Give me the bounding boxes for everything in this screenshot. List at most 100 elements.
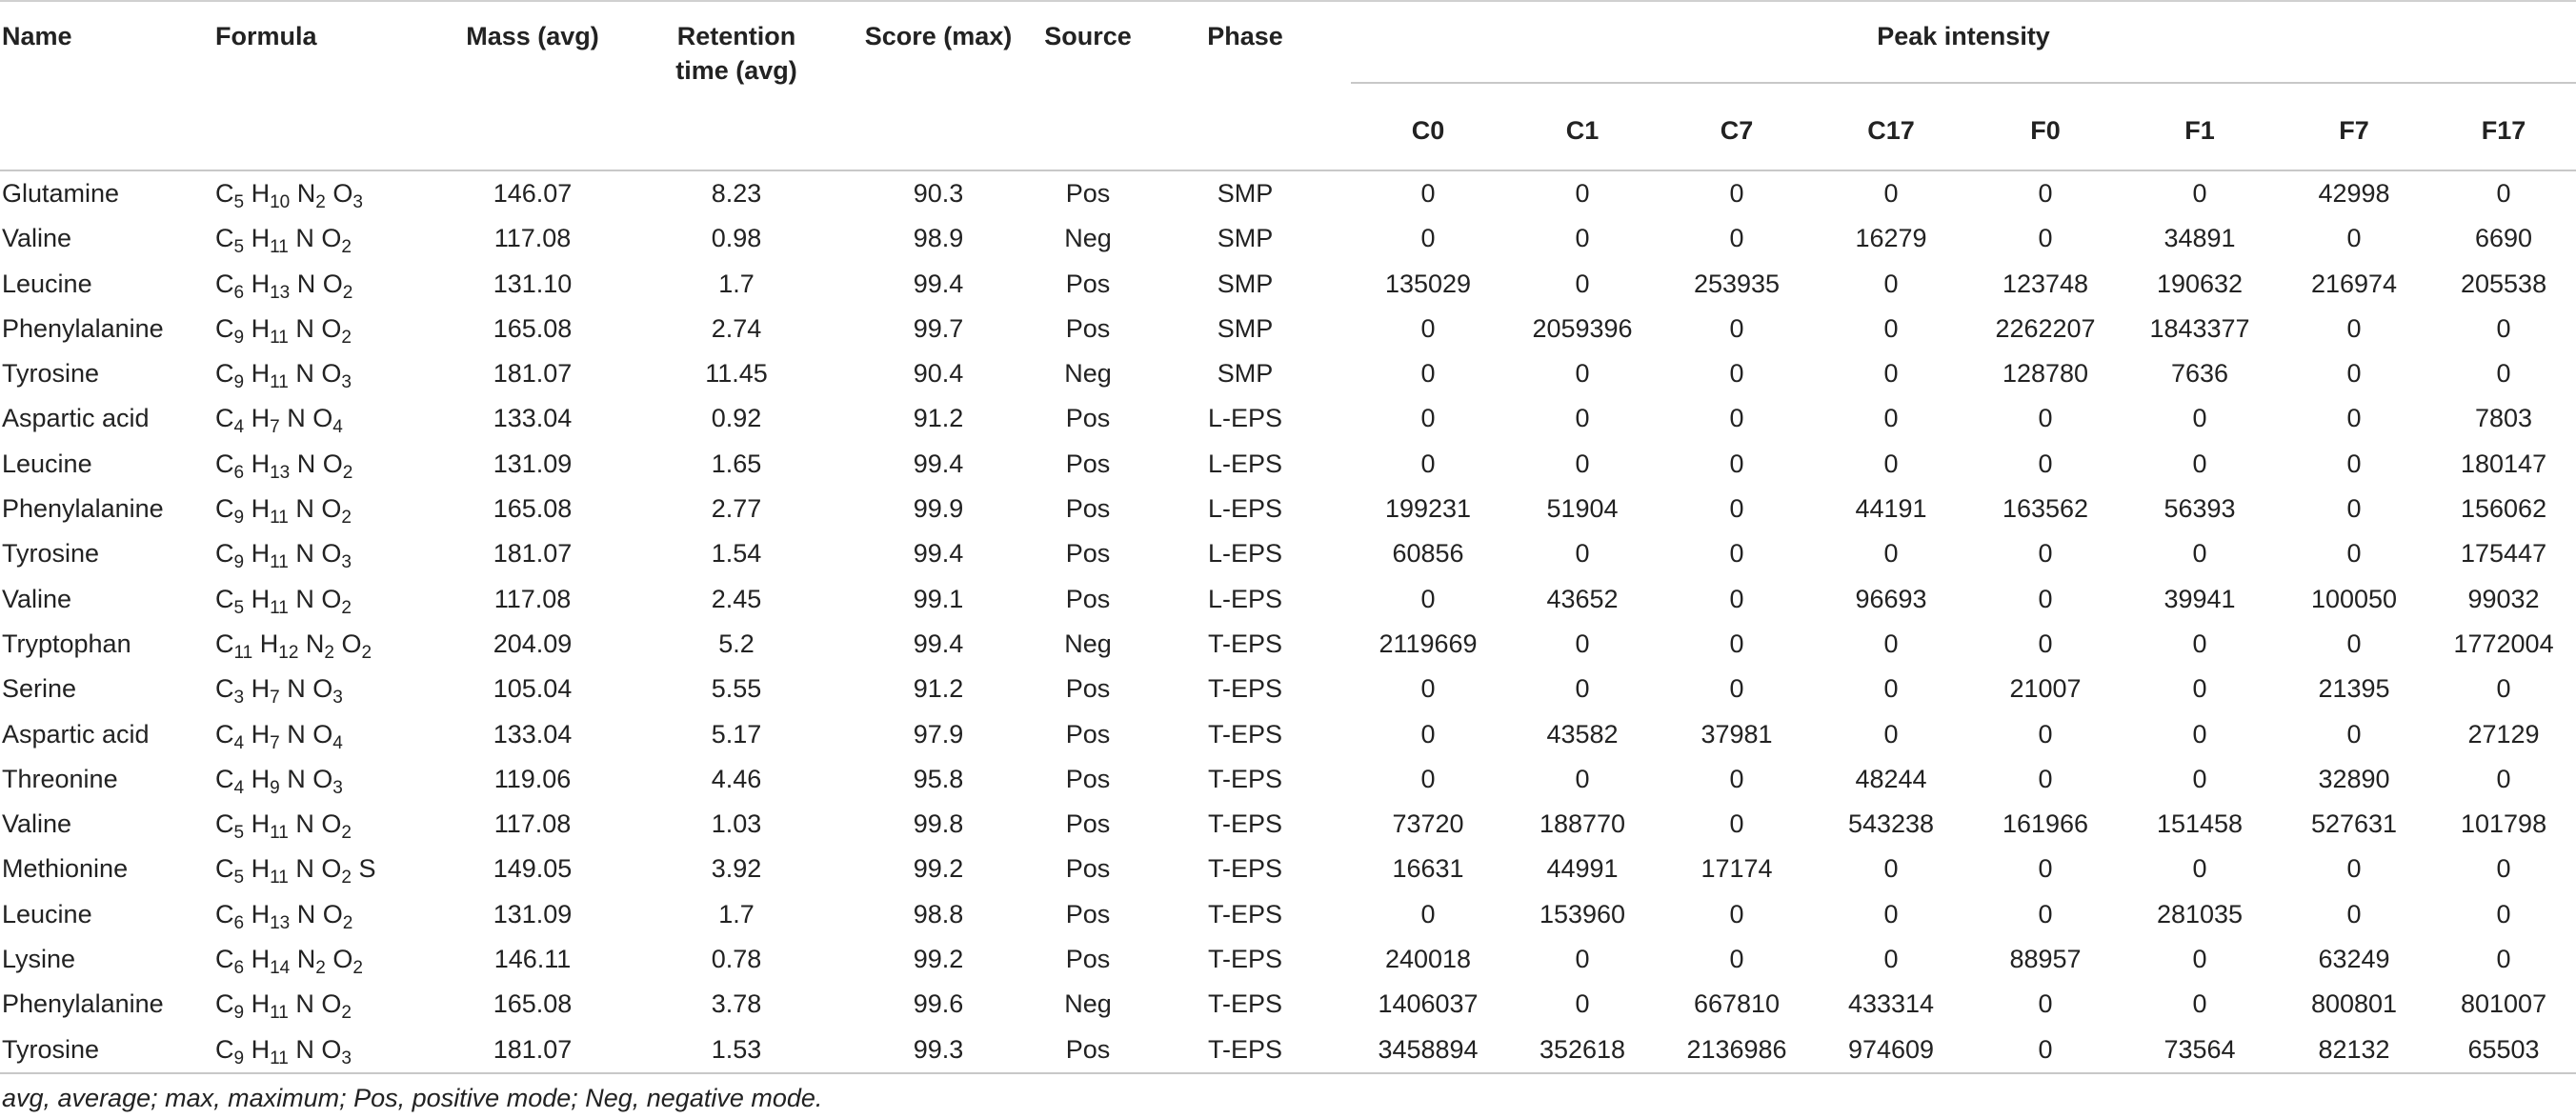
cell-peak-c1: 0 <box>1575 764 1590 793</box>
formula-element: H <box>251 854 271 884</box>
cell-peak-f0: 0 <box>2038 539 2053 569</box>
cell-peak-c0: 0 <box>1420 224 1436 253</box>
cell-name: Valine <box>2 224 72 253</box>
header-sample-c0: C0 <box>1351 82 1505 172</box>
cell-mass: 146.11 <box>493 945 572 974</box>
cell-peak-c7: 0 <box>1729 629 1744 658</box>
formula-subscript: 13 <box>270 462 291 483</box>
cell-mass: 165.08 <box>493 313 573 343</box>
formula-subscript: 6 <box>233 462 245 483</box>
cell-phase: SMP <box>1217 224 1274 253</box>
cell-peak-c1: 0 <box>1575 629 1590 658</box>
cell-peak-c0: 0 <box>1420 764 1436 793</box>
header-source: Source <box>1036 1 1139 171</box>
cell-source: Pos <box>1065 313 1111 343</box>
cell-mass: 117.08 <box>493 584 572 613</box>
cell-score: 99.2 <box>913 945 964 974</box>
formula-element: H <box>251 809 271 839</box>
formula-element: O <box>332 945 353 974</box>
cell-source: Pos <box>1065 764 1111 793</box>
table-row: Serine C3 H7 N O3 105.04 5.55 91.2 Pos T-EPS 0 0… <box>0 667 2576 711</box>
cell-peak-c1: 43652 <box>1546 584 1619 613</box>
cell-formula: C5 H11 N O2 S <box>215 847 433 891</box>
formula-subscript: 9 <box>233 1048 245 1068</box>
formula-subscript: 11 <box>270 597 289 618</box>
cell-phase: T-EPS <box>1139 1027 1351 1074</box>
cell-peak-f0: 0 <box>2038 404 2053 433</box>
cell-peak-c7: 0 <box>1729 404 1744 433</box>
formula-subscript: 11 <box>270 1003 289 1024</box>
cell-retention-time: 3.78 <box>711 989 762 1019</box>
cell-retention-time: 2.45 <box>711 584 762 613</box>
cell-peak-f1: 0 <box>2192 989 2207 1019</box>
formula-element: N <box>287 674 306 704</box>
formula-subscript: 11 <box>270 552 289 573</box>
cell-peak-f17: 1772004 <box>2453 629 2554 658</box>
formula-subscript: 9 <box>233 508 245 529</box>
formula-element: N <box>295 854 314 884</box>
formula-element: H <box>251 179 271 208</box>
formula-subscript: 9 <box>233 327 245 348</box>
formula-element: H <box>251 899 271 928</box>
formula-element: O <box>332 179 353 208</box>
cell-peak-f1: 1843377 <box>2149 313 2250 343</box>
formula-element: O <box>321 854 342 884</box>
formula-element: H <box>251 494 271 524</box>
cell-peak-f7: 0 <box>2346 899 2362 928</box>
cell-mass: 105.04 <box>493 674 573 704</box>
formula-subscript: 11 <box>270 1048 289 1068</box>
cell-peak-f7: 0 <box>2346 539 2362 569</box>
cell-peak-f17: 180147 <box>2460 449 2547 478</box>
formula-subscript: 10 <box>270 192 291 212</box>
table-row: Tyrosine C9 H11 N O3 181.07 1.54 99.4 Pos L-EP… <box>0 531 2576 576</box>
cell-name: Phenylalanine <box>2 494 164 524</box>
cell-mass: 146.07 <box>493 179 573 208</box>
table-row: Tyrosine C9 H11 N O3 181.07 11.45 90.4 Neg SMP… <box>0 351 2576 396</box>
cell-peak-c0: 240018 <box>1384 945 1472 974</box>
cell-source: Pos <box>1036 1027 1139 1074</box>
formula-subscript: 2 <box>342 912 353 933</box>
formula-element: C <box>215 945 234 974</box>
header-mass: Mass (avg) <box>433 1 633 171</box>
table-row: Tyrosine C9 H11 N O3 181.07 1.53 99.3 Pos T-EP… <box>0 1027 2576 1074</box>
amino-acid-table: Name Formula Mass (avg) Retention time (… <box>0 1 2576 1074</box>
cell-phase: SMP <box>1217 269 1274 298</box>
formula-element: N <box>295 989 314 1019</box>
table-row: Methionine C5 H11 N O2 S 149.05 3.92 99.2 Pos… <box>0 847 2576 891</box>
table-row: Threonine C4 H9 N O3 119.06 4.46 95.8 Pos T-EP… <box>0 757 2576 802</box>
cell-peak-f1: 0 <box>2192 629 2207 658</box>
cell-name: Tyrosine <box>2 359 100 389</box>
cell-peak-c0: 0 <box>1420 449 1436 478</box>
formula-subscript: 2 <box>315 958 326 979</box>
cell-mass: 149.05 <box>493 854 573 884</box>
cell-mass: 133.04 <box>493 404 573 433</box>
formula-subscript: 6 <box>233 282 245 303</box>
cell-peak-c17: 0 <box>1883 899 1899 928</box>
formula-element: O <box>322 269 343 298</box>
cell-peak-f0: 123748 <box>2002 269 2089 298</box>
formula-subscript: 11 <box>270 508 289 529</box>
cell-score: 99.4 <box>913 539 964 569</box>
formula-element: C <box>215 584 234 613</box>
header-sample-c17: C17 <box>1814 82 1968 172</box>
formula-element: O <box>312 674 333 704</box>
cell-formula: C4 H9 N O3 <box>215 757 433 802</box>
header-sample-f17: F17 <box>2431 82 2576 172</box>
cell-peak-c1: 0 <box>1575 449 1590 478</box>
formula-element: N <box>296 945 316 974</box>
cell-name: Serine <box>2 674 77 704</box>
cell-source: Neg <box>1064 359 1112 389</box>
cell-peak-c7: 0 <box>1729 494 1744 524</box>
cell-peak-f1: 0 <box>2192 764 2207 793</box>
formula-element: O <box>321 539 342 569</box>
header-retention-line1: Retention <box>676 22 796 50</box>
cell-score: 99.8 <box>913 809 964 839</box>
cell-peak-c17: 543238 <box>1847 809 1935 839</box>
header-phase: Phase <box>1139 1 1351 171</box>
cell-peak-c0: 0 <box>1420 404 1436 433</box>
cell-peak-f17: 156062 <box>2460 494 2547 524</box>
formula-element: H <box>251 224 271 253</box>
cell-peak-f7: 0 <box>2346 224 2362 253</box>
formula-subscript: 9 <box>233 372 245 393</box>
cell-peak-c17: 44191 <box>1855 494 1927 524</box>
